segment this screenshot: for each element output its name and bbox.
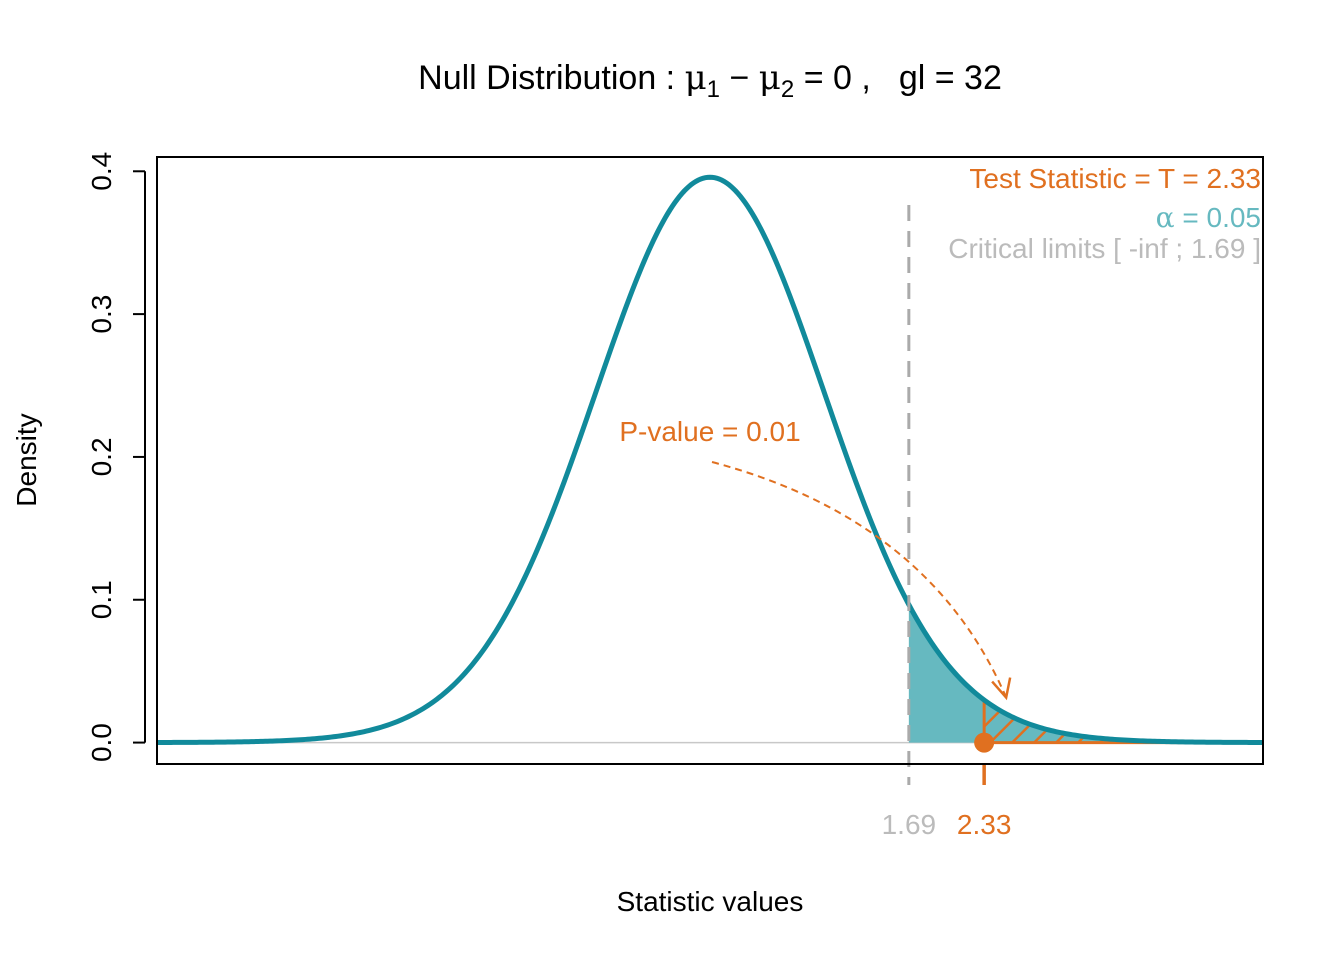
y-tick-label: 0.2 <box>86 437 117 476</box>
y-tick-label: 0.4 <box>86 152 117 191</box>
x-axis-label: Statistic values <box>617 886 804 917</box>
y-tick-label: 0.1 <box>86 580 117 619</box>
hatch-line <box>1298 703 1338 743</box>
hatch-line <box>1187 701 1230 743</box>
chart-title: Null Distribution : μ1 − μ2 = 0 , gl = 32 <box>418 58 1002 103</box>
x-tick-label: 2.33 <box>957 809 1012 840</box>
p-value-label: P-value = 0.01 <box>619 416 800 447</box>
critical-limits-label: Critical limits [ -inf ; 1.69 ] <box>948 233 1261 264</box>
y-tick-label: 0.3 <box>86 295 117 334</box>
p-value-arrow <box>711 461 1008 698</box>
test-statistic-point <box>974 732 995 753</box>
hatch-line <box>1165 701 1208 743</box>
alpha-label: α = 0.05 <box>1156 201 1261 234</box>
x-tick-label: 1.69 <box>882 809 937 840</box>
test-statistic-label: Test Statistic = T = 2.33 <box>969 163 1261 194</box>
y-axis-label: Density <box>11 413 42 506</box>
hatch-line <box>1121 701 1164 743</box>
y-tick-label: 0.0 <box>86 723 117 762</box>
rejection-region <box>908 604 1263 743</box>
p-value-arrowhead <box>991 677 1012 701</box>
density-curve <box>157 174 1263 745</box>
plot-frame <box>156 156 1264 765</box>
hatch-line <box>1253 701 1263 743</box>
plot-area <box>157 174 1338 785</box>
hatch-line <box>1276 703 1316 743</box>
y-axis: 0.0 0.1 0.2 0.3 0.4 <box>86 152 146 762</box>
x-axis: 1.69 2.33 <box>882 809 1012 840</box>
hatch-line <box>1209 701 1252 743</box>
hatch-line <box>1143 701 1186 743</box>
hatch-line <box>1231 701 1263 743</box>
